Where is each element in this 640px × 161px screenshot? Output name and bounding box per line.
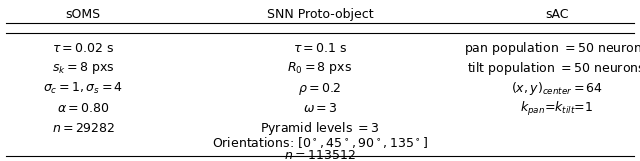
Text: tilt population $= 50$ neurons: tilt population $= 50$ neurons — [467, 60, 640, 77]
Text: sOMS: sOMS — [66, 8, 100, 21]
Text: $\tau = 0.02$ s: $\tau = 0.02$ s — [52, 42, 115, 55]
Text: $R_0 = 8$ pxs: $R_0 = 8$ pxs — [287, 60, 353, 76]
Text: $n = 29282$: $n = 29282$ — [52, 122, 115, 135]
Text: $k_{pan}$=$k_{tilt}$=1: $k_{pan}$=$k_{tilt}$=1 — [520, 100, 593, 118]
Text: $s_k = 8$ pxs: $s_k = 8$ pxs — [52, 60, 115, 76]
Text: $(x, y)_{center} = 64$: $(x, y)_{center} = 64$ — [511, 80, 603, 97]
Text: Pyramid levels $= 3$: Pyramid levels $= 3$ — [260, 120, 380, 137]
Text: Orientations: $[0^\circ, 45^\circ, 90^\circ, 135^\circ]$: Orientations: $[0^\circ, 45^\circ, 90^\c… — [212, 135, 428, 150]
Text: $n = 113512$: $n = 113512$ — [284, 149, 356, 161]
Text: $\alpha = 0.80$: $\alpha = 0.80$ — [57, 102, 109, 115]
Text: SNN Proto-object: SNN Proto-object — [267, 8, 373, 21]
Text: $\tau = 0.1$ s: $\tau = 0.1$ s — [292, 42, 348, 55]
Text: pan population $= 50$ neurons: pan population $= 50$ neurons — [464, 40, 640, 57]
Text: $\rho = 0.2$: $\rho = 0.2$ — [298, 80, 342, 97]
Text: sAC: sAC — [545, 8, 568, 21]
Text: $\sigma_c = 1, \sigma_s = 4$: $\sigma_c = 1, \sigma_s = 4$ — [43, 81, 124, 96]
Text: $\omega = 3$: $\omega = 3$ — [303, 102, 337, 115]
